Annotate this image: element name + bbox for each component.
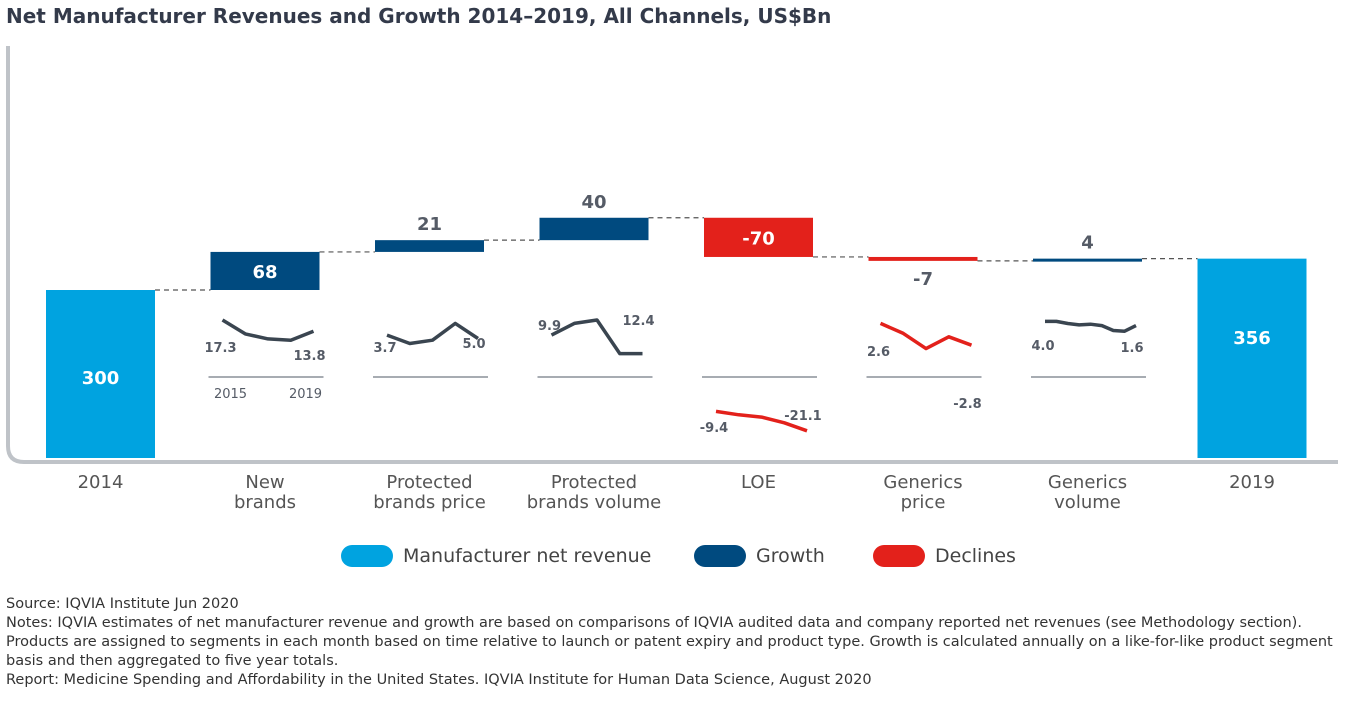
category-label-generics-price-1: price bbox=[901, 492, 946, 513]
legend-label-revenue: Manufacturer net revenue bbox=[403, 545, 652, 567]
bar-loe bbox=[704, 217, 813, 257]
category-label-new-brands-1: brands bbox=[234, 492, 296, 513]
sparkline-end-label-loe: -21.1 bbox=[784, 409, 821, 424]
category-label-protected-brands-price-1: brands price bbox=[373, 492, 486, 513]
sparkline-end-label-protected-brands-price: 5.0 bbox=[462, 337, 485, 352]
sparkline-generics-volume bbox=[1045, 319, 1137, 333]
category-label-2019: 2019 bbox=[1229, 472, 1275, 493]
category-label-protected-brands-volume: Protected bbox=[551, 472, 637, 493]
sparkline-protected-brands-price bbox=[386, 321, 479, 346]
sparkline-start-label-protected-brands-volume: 9.9 bbox=[538, 319, 561, 334]
legend-item-revenue: Manufacturer net revenue bbox=[341, 545, 651, 567]
value-label-generics-price: -7 bbox=[913, 269, 933, 290]
value-label-protected-brands-volume: 40 bbox=[581, 192, 606, 213]
axis-frame bbox=[6, 46, 1338, 464]
bar-generics-price bbox=[868, 256, 978, 261]
sparkline-axis-start-new-brands: 2015 bbox=[214, 387, 247, 402]
bar-protected-brands-price bbox=[375, 240, 484, 252]
legend-swatch-revenue bbox=[341, 545, 393, 567]
sparkline-loe bbox=[715, 409, 808, 433]
value-label-new-brands: 68 bbox=[252, 262, 277, 283]
bar-2019 bbox=[1197, 258, 1307, 458]
sparkline-start-label-generics-price: 2.6 bbox=[867, 345, 890, 360]
category-label-protected-brands-volume-1: brands volume bbox=[527, 492, 661, 513]
bar-generics-volume bbox=[1033, 258, 1142, 262]
legend-item-declines: Declines bbox=[873, 545, 1016, 567]
sparkline-end-label-protected-brands-volume: 12.4 bbox=[622, 314, 654, 329]
legend-swatch-growth bbox=[694, 545, 746, 567]
footnotes: Source: IQVIA Institute Jun 2020 Notes: … bbox=[6, 595, 1346, 690]
sparkline-new-brands bbox=[221, 318, 315, 342]
sparkline-start-label-protected-brands-price: 3.7 bbox=[373, 341, 396, 356]
category-label-generics-price: Generics bbox=[883, 472, 962, 493]
legend-label-growth: Growth bbox=[756, 545, 825, 567]
report-note: Report: Medicine Spending and Affordabil… bbox=[6, 672, 872, 688]
category-label-loe: LOE bbox=[741, 472, 776, 493]
category-label-generics-volume-1: volume bbox=[1054, 492, 1121, 513]
source-note: Source: IQVIA Institute Jun 2020 bbox=[6, 596, 239, 612]
value-label-2014: 300 bbox=[82, 368, 120, 389]
category-label-protected-brands-price: Protected bbox=[386, 472, 472, 493]
category-label-new-brands: New bbox=[245, 472, 284, 493]
sparkline-start-label-new-brands: 17.3 bbox=[204, 341, 236, 356]
legend-label-declines: Declines bbox=[935, 545, 1016, 567]
value-label-loe: -70 bbox=[742, 228, 775, 249]
sparkline-axis-end-new-brands: 2019 bbox=[289, 387, 322, 402]
chart-title: Net Manufacturer Revenues and Growth 201… bbox=[6, 4, 832, 28]
value-label-generics-volume: 4 bbox=[1081, 233, 1094, 254]
category-label-2014: 2014 bbox=[78, 472, 124, 493]
sparkline-protected-brands-volume bbox=[550, 318, 643, 356]
sparkline-end-label-generics-volume: 1.6 bbox=[1120, 341, 1143, 356]
methodology-note: Notes: IQVIA estimates of net manufactur… bbox=[6, 615, 1333, 669]
bar-2014 bbox=[46, 290, 155, 458]
sparkline-generics-price bbox=[879, 321, 973, 351]
sparkline-start-label-generics-volume: 4.0 bbox=[1031, 339, 1054, 354]
bar-protected-brands-volume bbox=[539, 217, 649, 241]
bar-new-brands bbox=[210, 251, 320, 290]
category-label-generics-volume: Generics bbox=[1048, 472, 1127, 493]
value-label-protected-brands-price: 21 bbox=[417, 214, 442, 235]
sparkline-start-label-loe: -9.4 bbox=[700, 421, 728, 436]
sparkline-end-label-new-brands: 13.8 bbox=[293, 349, 325, 364]
legend-swatch-declines bbox=[873, 545, 925, 567]
legend-item-growth: Growth bbox=[694, 545, 825, 567]
sparkline-end-label-generics-price: -2.8 bbox=[953, 397, 981, 412]
value-label-2019: 356 bbox=[1233, 328, 1271, 349]
